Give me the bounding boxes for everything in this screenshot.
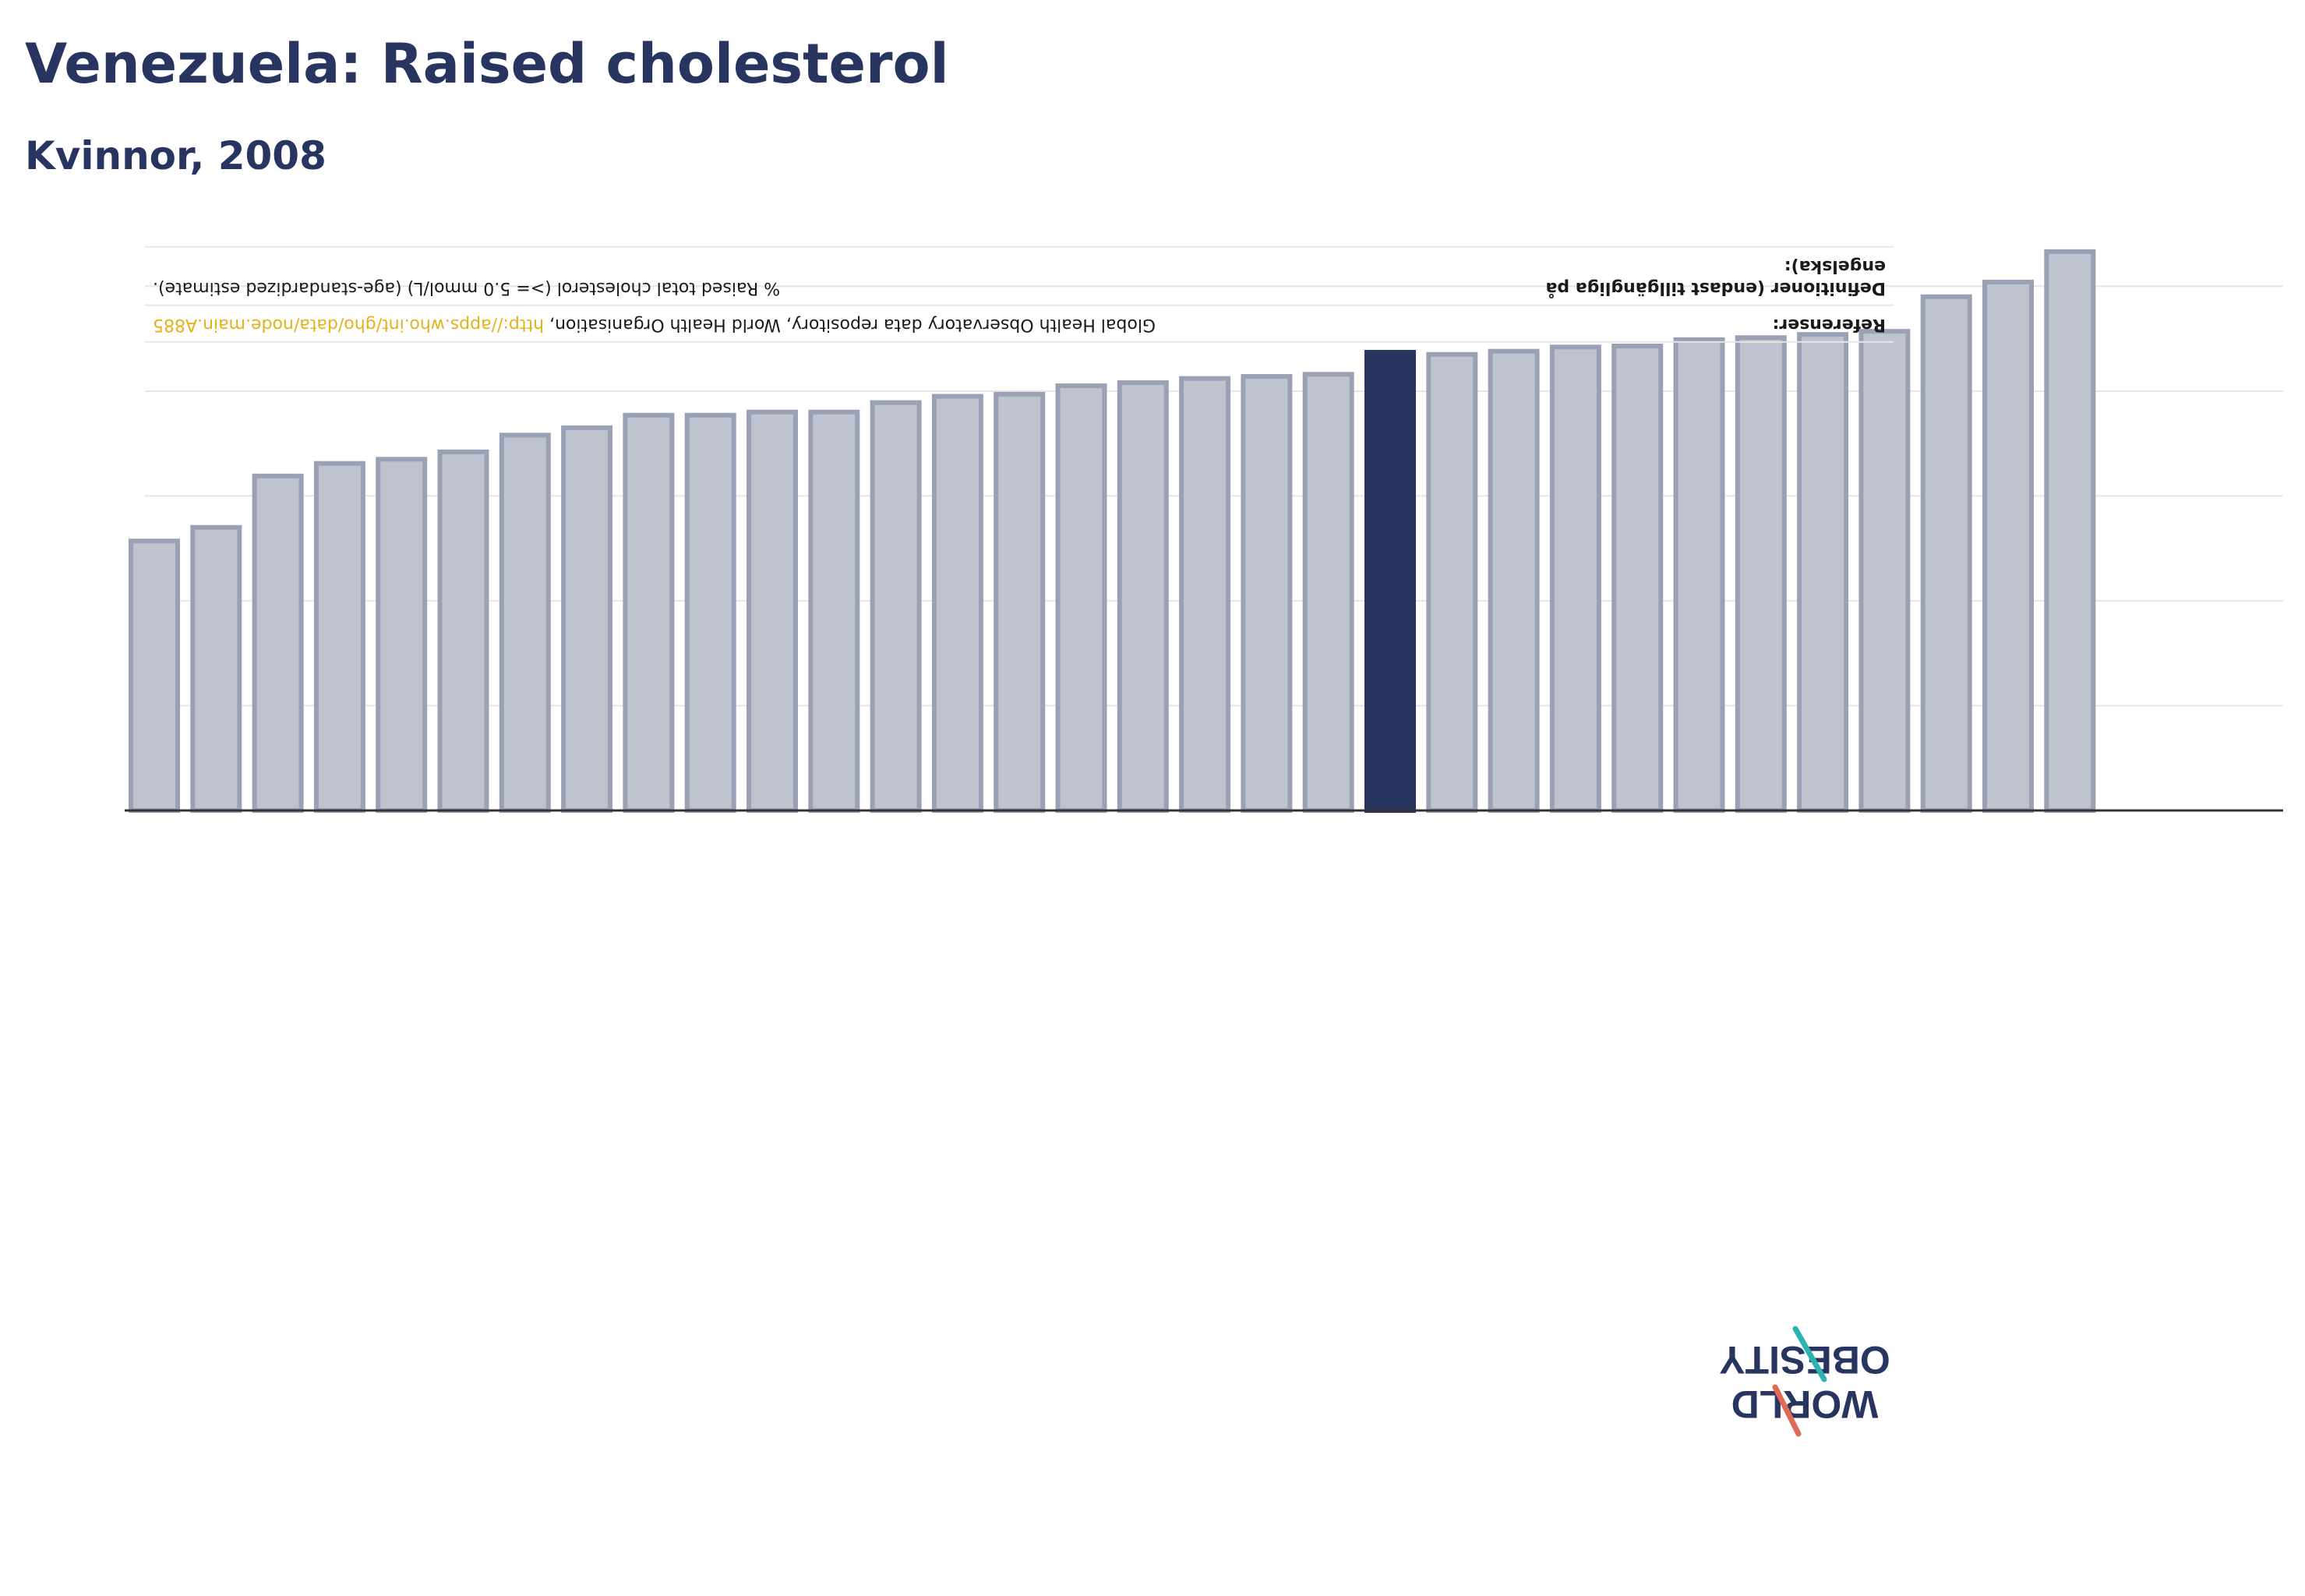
bar bbox=[870, 400, 922, 813]
bar bbox=[684, 412, 736, 813]
bar bbox=[313, 461, 365, 813]
bar bbox=[1735, 335, 1787, 813]
chart-subtitle: Kvinnor, 2008 bbox=[25, 133, 327, 178]
bar bbox=[1179, 376, 1231, 813]
definitions-value: % Raised total cholesterol (>= 5.0 mmol/… bbox=[153, 278, 781, 298]
bar bbox=[1549, 344, 1601, 813]
bar bbox=[747, 409, 798, 814]
bar bbox=[190, 524, 242, 814]
references-source-text: Global Health Observatory data repositor… bbox=[549, 314, 1156, 334]
bar bbox=[437, 449, 489, 813]
bar bbox=[1920, 294, 1972, 813]
bar bbox=[376, 457, 428, 813]
world-obesity-logo: WORLD OBESITY bbox=[1719, 1326, 1890, 1437]
bar bbox=[1611, 343, 1664, 813]
bar bbox=[1488, 348, 1540, 813]
logo-text-world: WORLD bbox=[1731, 1382, 1879, 1426]
references-label: Referenser: bbox=[1772, 314, 1886, 334]
logo-slash-teal bbox=[1792, 1326, 1827, 1382]
bar bbox=[623, 412, 675, 813]
bar bbox=[2044, 249, 2096, 813]
bar bbox=[808, 409, 860, 814]
bar bbox=[499, 433, 551, 813]
chart-title: Venezuela: Raised cholesterol bbox=[25, 32, 949, 96]
bar bbox=[1797, 332, 1849, 813]
bar bbox=[994, 391, 1046, 813]
definitions-row: Definitioner (endast tillgängliga på eng… bbox=[145, 246, 1894, 307]
bar bbox=[1302, 372, 1354, 814]
bar bbox=[1426, 351, 1478, 813]
bar bbox=[1858, 329, 1911, 813]
bars bbox=[129, 249, 2096, 814]
bar bbox=[1241, 373, 1293, 813]
bar bbox=[1117, 380, 1169, 813]
bar bbox=[1982, 279, 2034, 813]
bar bbox=[129, 538, 180, 814]
bar bbox=[252, 473, 304, 813]
bar bbox=[561, 425, 613, 814]
bar-highlighted bbox=[1364, 350, 1416, 813]
logo-slash-red bbox=[1772, 1384, 1802, 1437]
bar bbox=[1055, 383, 1107, 814]
references-row: Referenser: Global Health Observatory da… bbox=[145, 306, 1894, 343]
references-table: Referenser: Global Health Observatory da… bbox=[145, 246, 1894, 343]
bar bbox=[931, 394, 983, 813]
references-link[interactable]: http://apps.who.int/gho/data/node.main.A… bbox=[153, 314, 545, 334]
definitions-label: Definitioner (endast tillgängliga på eng… bbox=[1545, 256, 1886, 298]
bar bbox=[1673, 337, 1725, 813]
references-value: Global Health Observatory data repositor… bbox=[153, 312, 1156, 335]
